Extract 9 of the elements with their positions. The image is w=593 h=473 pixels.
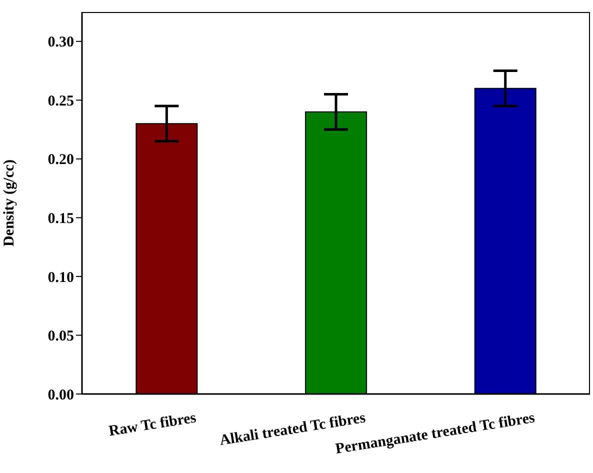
y-axis-title: Density (g/cc) — [1, 159, 18, 247]
y-tick-label: 0.25 — [48, 93, 74, 110]
x-tick-label: Raw Tc fibres — [108, 410, 198, 440]
y-tick-label: 0.15 — [48, 211, 74, 228]
y-tick-label: 0.30 — [48, 34, 74, 51]
y-tick-label: 0.00 — [48, 387, 74, 404]
y-tick-label: 0.10 — [48, 270, 74, 286]
y-tick-label: 0.20 — [48, 152, 74, 168]
y-tick-label: 0.05 — [48, 328, 74, 345]
